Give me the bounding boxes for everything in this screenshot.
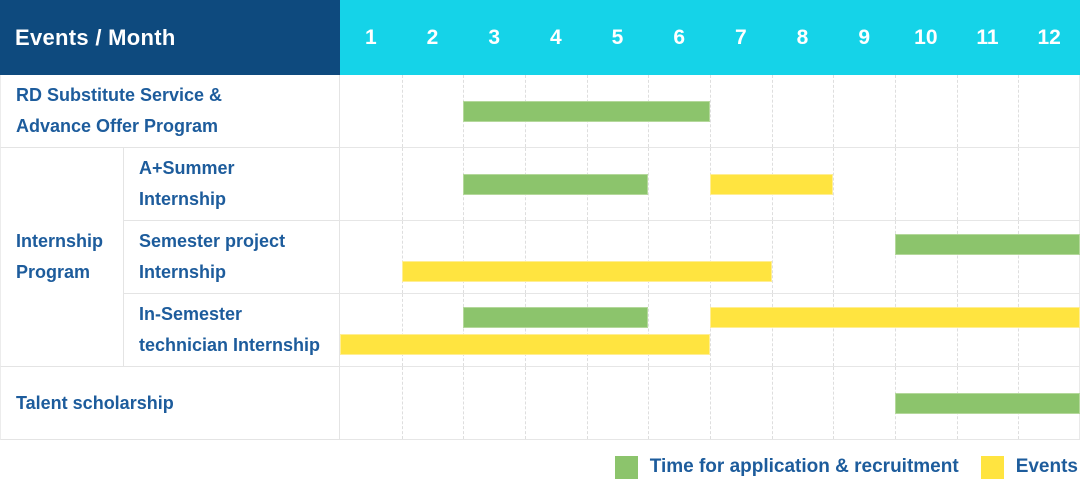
month-gridline (1018, 221, 1020, 293)
month-gridline (833, 75, 835, 147)
month-gridline (648, 148, 650, 220)
month-gridline (401, 221, 403, 293)
row-label-line: technician Internship (139, 335, 321, 355)
month-gridline (956, 75, 958, 147)
month-gridline (1018, 148, 1020, 220)
month-gridline (525, 367, 526, 439)
row-label-line: RD Substitute Service & (16, 85, 223, 105)
application-recruitment-bar (895, 393, 1080, 414)
green-swatch-icon (614, 455, 638, 479)
row-label-semester-project-internship: Semester project Internship (124, 221, 340, 294)
application-recruitment-bar (463, 174, 649, 195)
month-gridline (771, 75, 773, 147)
month-gridline (956, 221, 958, 293)
month-label: 2 (426, 25, 439, 49)
month-gridline (586, 221, 588, 293)
month-gridline (895, 148, 896, 220)
month-gridline (833, 221, 835, 293)
chart-row-talent-scholarship (340, 367, 1080, 440)
row-label-talent-scholarship: Talent scholarship (0, 367, 340, 440)
month-gridline (463, 367, 465, 439)
month-gridline (833, 294, 835, 366)
month-header-row: 1 2 3 4 5 6 7 8 9 10 11 12 (340, 0, 1080, 75)
row-label-line: Semester project (139, 231, 286, 251)
legend-item-application-recruitment: Time for application & recruitment (614, 455, 959, 479)
month-gridline (710, 294, 711, 366)
month-gridline (586, 294, 588, 366)
row-label-line: Program (16, 262, 91, 282)
chart-row-in-semester-technician-internship (340, 294, 1080, 367)
application-recruitment-bar (895, 234, 1080, 255)
row-label-in-semester-technician-internship: In-Semester technician Internship (124, 294, 340, 367)
month-label: 8 (796, 25, 809, 49)
month-label: 4 (549, 25, 562, 49)
legend-label: Events (1015, 456, 1078, 477)
row-label-line: Internship (16, 231, 104, 251)
row-label-a-summer-internship: A+Summer Internship (124, 148, 340, 221)
month-gridline (401, 294, 403, 366)
month-label: 3 (488, 25, 500, 49)
events-bar (710, 307, 1080, 328)
month-gridline (1018, 294, 1020, 366)
month-gridline (956, 148, 958, 220)
month-gridline (895, 221, 896, 293)
month-gridline (463, 221, 465, 293)
row-group-label-internship-program: Internship Program (0, 148, 124, 367)
table-header-title: Events / Month (0, 0, 340, 75)
month-gridline (771, 221, 773, 293)
events-month-table: Events / Month 1 2 3 4 5 6 7 8 9 10 11 12 RD Substi… (0, 0, 1080, 440)
legend-label: Time for application & recruitment (649, 456, 959, 477)
events-bar (710, 174, 834, 195)
month-gridline (401, 75, 403, 147)
month-gridline (956, 294, 958, 366)
application-recruitment-bar (463, 307, 649, 328)
month-gridline (895, 75, 896, 147)
month-gridline (401, 367, 403, 439)
month-label: 9 (858, 25, 870, 49)
row-label-line: Talent scholarship (16, 392, 174, 413)
month-gridline (525, 294, 526, 366)
row-label-rd-substitute-service: RD Substitute Service & Advance Offer Pr… (0, 75, 340, 148)
month-gridline (833, 367, 835, 439)
month-label: 6 (673, 25, 685, 49)
month-gridline (648, 221, 650, 293)
month-gridline (833, 148, 835, 220)
month-gridline (648, 294, 650, 366)
row-label-line: A+Summer (139, 158, 235, 178)
month-gridline (771, 367, 773, 439)
month-label: 11 (976, 25, 999, 49)
events-bar (340, 334, 710, 355)
month-gridline (1018, 75, 1020, 147)
row-label-line: In-Semester (139, 304, 243, 324)
month-gridline (771, 294, 773, 366)
month-gridline (648, 367, 650, 439)
chart-row-rd-substitute-service (340, 75, 1080, 148)
month-gridline (895, 294, 896, 366)
chart-row-semester-project-internship (340, 221, 1080, 294)
chart-row-a-summer-internship (340, 148, 1080, 221)
row-label-line: Internship (139, 262, 227, 282)
events-bar (401, 261, 772, 282)
legend-item-events: Events (980, 455, 1078, 479)
month-gridline (401, 148, 403, 220)
month-label: 1 (364, 25, 377, 49)
row-label-line: Internship (139, 189, 227, 209)
month-gridline (710, 367, 711, 439)
month-gridline (586, 367, 588, 439)
row-label-line: Advance Offer Program (16, 116, 219, 136)
events-month-heading: Events / Month (15, 24, 176, 50)
month-label: 10 (914, 25, 938, 49)
month-label: 7 (734, 25, 747, 49)
application-recruitment-bar (463, 101, 710, 122)
month-gridline (463, 294, 465, 366)
legend: Time for application & recruitment Event… (0, 440, 1080, 494)
month-gridline (710, 221, 711, 293)
month-gridline (710, 75, 711, 147)
month-label: 12 (1037, 25, 1061, 49)
yellow-swatch-icon (980, 455, 1004, 479)
month-label: 5 (611, 25, 624, 49)
month-gridline (525, 221, 526, 293)
